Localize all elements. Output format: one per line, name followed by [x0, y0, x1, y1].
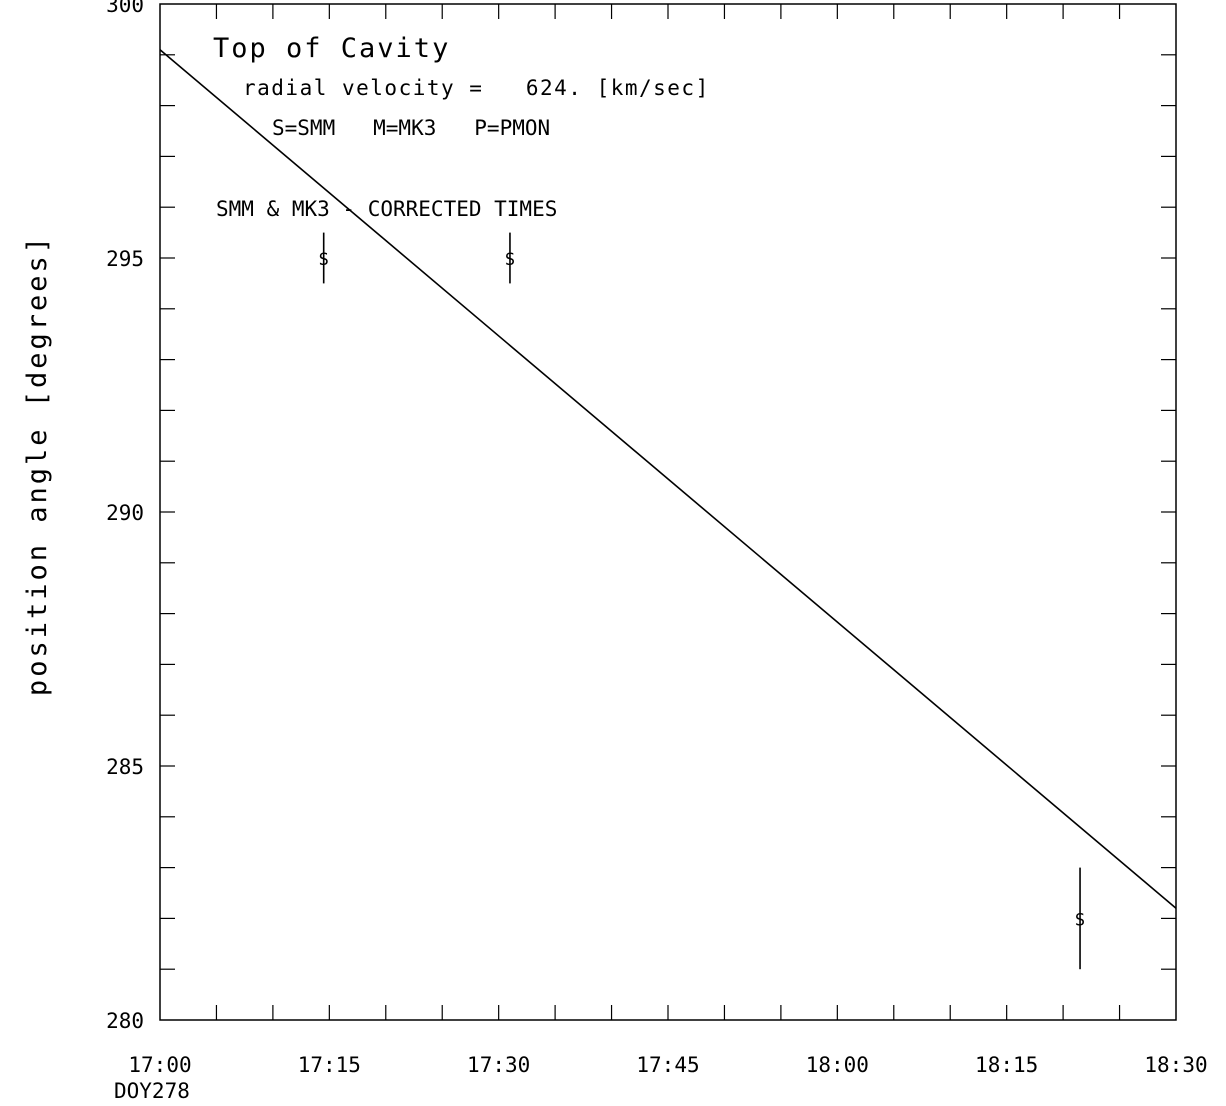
x-tick-label: 17:00	[128, 1053, 191, 1077]
x-tick-labels: 17:00 17:15 17:30 17:45 18:00 18:15 18:30	[128, 1053, 1207, 1077]
data-point-symbol: S	[505, 250, 515, 270]
x-tick-label: 17:45	[636, 1053, 699, 1077]
y-tick-label: 300	[106, 0, 144, 17]
x-tick-label: 17:30	[467, 1053, 530, 1077]
y-tick-label: 290	[106, 501, 144, 525]
data-point-symbol: S	[319, 250, 329, 270]
legend-text: S=SMM M=MK3 P=PMON	[272, 116, 550, 140]
x-tick-label: 18:15	[975, 1053, 1038, 1077]
x-tick-label: 17:15	[298, 1053, 361, 1077]
y-tick-label: 295	[106, 247, 144, 271]
annotation-text: SMM & MK3 - CORRECTED TIMES	[216, 197, 557, 221]
y-tick-label: 285	[106, 755, 144, 779]
x-tick-label: 18:30	[1144, 1053, 1207, 1077]
x-tick-label: 18:00	[806, 1053, 869, 1077]
data-point-symbol: S	[1075, 910, 1085, 930]
data-marks: S S S	[159, 49, 1177, 970]
axis-ticks	[160, 4, 1176, 1020]
y-axis-label: position angle [degrees]	[22, 234, 53, 696]
y-tick-label: 280	[106, 1009, 144, 1033]
chart-title: Top of Cavity	[213, 33, 450, 64]
fit-line	[159, 49, 1177, 909]
plot-frame	[159, 3, 1177, 1021]
y-tick-labels: 280 285 290 295 300	[106, 0, 144, 1033]
x-axis-sublabel: DOY278	[114, 1079, 190, 1103]
chart-subtitle: radial velocity = 624. [km/sec]	[243, 76, 710, 100]
